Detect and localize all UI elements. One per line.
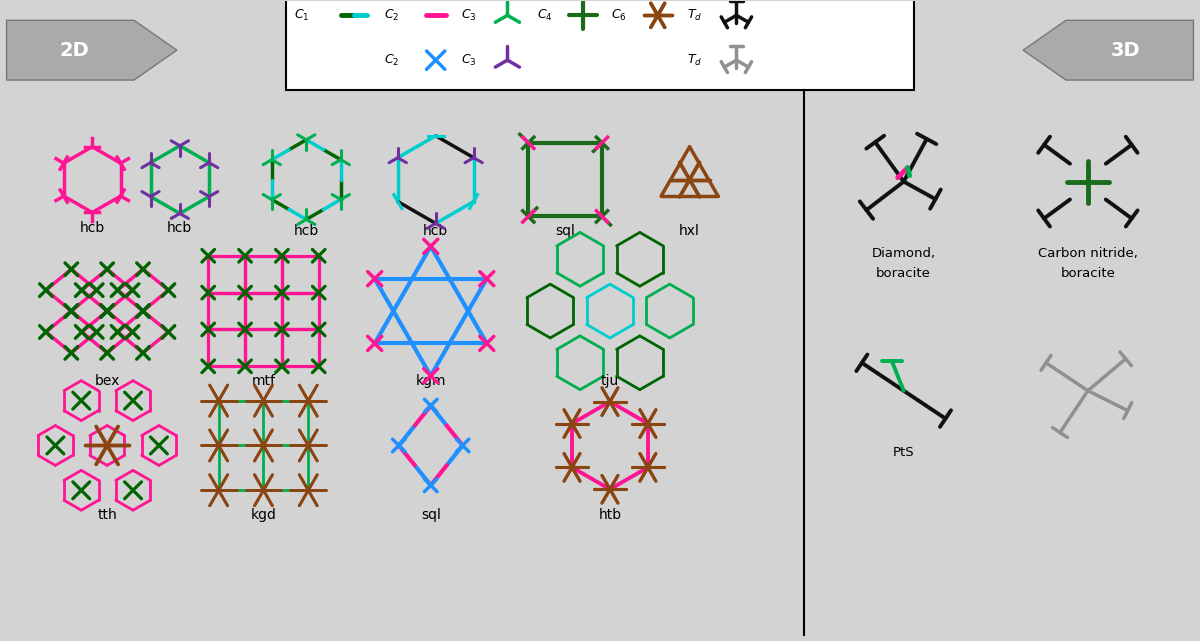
- Text: hxl: hxl: [679, 224, 700, 238]
- Text: Carbon nitride,: Carbon nitride,: [1038, 247, 1138, 260]
- Polygon shape: [6, 21, 176, 80]
- Text: hcb: hcb: [79, 221, 104, 235]
- Text: boracite: boracite: [1061, 267, 1115, 279]
- Text: sql: sql: [421, 508, 440, 522]
- Text: hcb: hcb: [167, 221, 192, 235]
- Text: boracite: boracite: [876, 267, 931, 279]
- Text: $T_d$: $T_d$: [686, 8, 702, 23]
- Text: tju: tju: [601, 374, 619, 388]
- Text: $C_2$: $C_2$: [384, 8, 400, 23]
- Text: $C_6$: $C_6$: [611, 8, 626, 23]
- Text: $C_1$: $C_1$: [294, 8, 310, 23]
- Text: htb: htb: [599, 508, 622, 522]
- Text: kgd: kgd: [251, 508, 276, 522]
- Text: hcb: hcb: [294, 224, 319, 238]
- Text: tth: tth: [97, 508, 118, 522]
- Text: 2D: 2D: [60, 40, 89, 60]
- Text: $C_4$: $C_4$: [538, 8, 553, 23]
- Text: $C_3$: $C_3$: [461, 53, 476, 68]
- Polygon shape: [1024, 21, 1194, 80]
- Text: Diamond,: Diamond,: [871, 247, 936, 260]
- Text: sql: sql: [556, 224, 575, 238]
- Text: $T_d$: $T_d$: [686, 53, 702, 68]
- Text: bex: bex: [95, 374, 120, 388]
- Text: $C_2$: $C_2$: [384, 53, 400, 68]
- FancyBboxPatch shape: [287, 0, 913, 90]
- Text: kgm: kgm: [415, 374, 446, 388]
- Text: PtS: PtS: [893, 446, 914, 459]
- Text: $C_3$: $C_3$: [461, 8, 476, 23]
- Text: 3D: 3D: [1111, 40, 1140, 60]
- Text: hcb: hcb: [424, 224, 449, 238]
- Text: mtf: mtf: [252, 374, 276, 388]
